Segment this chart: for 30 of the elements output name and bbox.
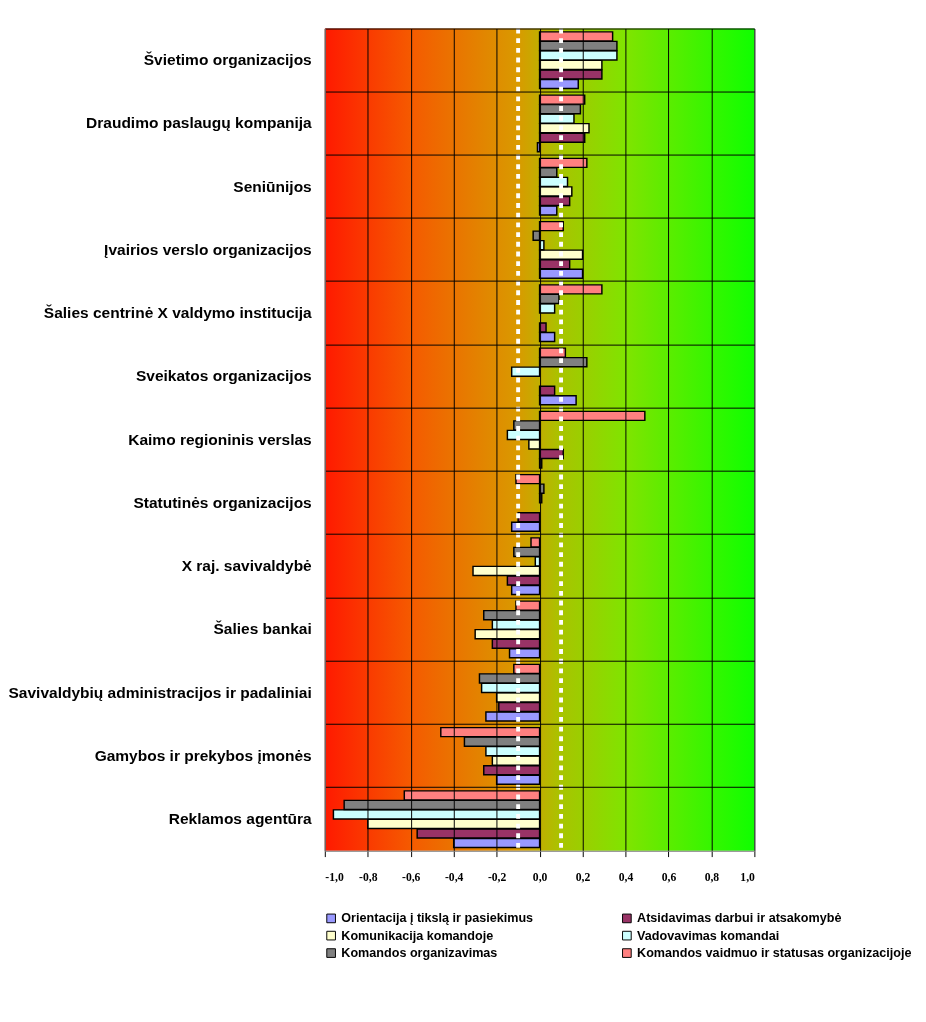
legend-label: Komunikacija komandoje xyxy=(341,928,494,943)
x-tick-label: -0,8 xyxy=(359,871,378,885)
x-tick-label: 0,0 xyxy=(532,871,548,885)
legend-label: Atsidavimas darbui ir atsakomybė xyxy=(637,911,842,926)
legend-label: Komandos vaidmuo ir statusas organizacijoje xyxy=(637,945,912,960)
y-tick-label: Statutinės organizacijos xyxy=(133,493,312,511)
x-tick-label: 0,4 xyxy=(618,871,634,885)
y-tick-label: Draudimo paslaugų kompanija xyxy=(86,114,313,132)
y-tick-label: Reklamos agentūra xyxy=(168,810,313,827)
y-tick-label: Šalies centrinė X valdymo institucija xyxy=(43,304,313,321)
y-tick-label: Sveikatos organizacijos xyxy=(135,367,312,385)
y-tick-label: Šalies bankai xyxy=(213,620,312,638)
x-tick-label: -0,6 xyxy=(402,871,421,885)
y-tick-label: Kaimo regioninis verslas xyxy=(128,430,312,448)
legend-label: Orientacija į tikslą ir pasiekimus xyxy=(341,911,534,926)
x-tick-label: -0,2 xyxy=(487,871,507,885)
x-tick-label: -1,0 xyxy=(325,871,344,885)
y-tick-label: X raj. savivaldybė xyxy=(181,557,313,574)
legend-label: Vadovavimas komandai xyxy=(637,928,780,943)
y-tick-label: Seniūnijos xyxy=(233,177,312,195)
legend-label: Komandos organizavimas xyxy=(341,945,498,960)
y-tick-label: Gamybos ir prekybos įmonės xyxy=(94,746,312,764)
x-tick-label: -0,4 xyxy=(444,871,464,885)
x-tick-label: 0,6 xyxy=(661,871,677,885)
x-tick-label: 0,2 xyxy=(575,871,591,885)
y-tick-label: Įvairios verslo organizacijos xyxy=(104,240,312,258)
x-tick-label: 0,8 xyxy=(704,871,720,885)
y-tick-label: Švietimo organizacijos xyxy=(143,51,312,68)
x-tick-label: 1,0 xyxy=(740,871,756,885)
y-tick-label: Savivaldybių administracijos ir padaliniai xyxy=(8,683,312,701)
